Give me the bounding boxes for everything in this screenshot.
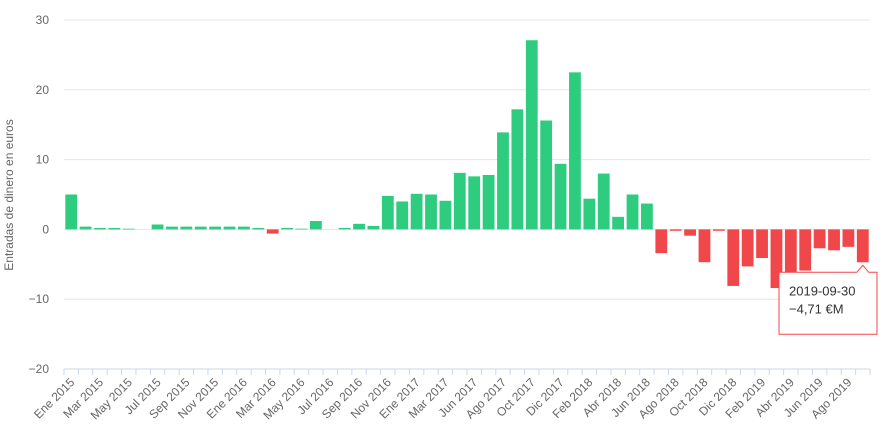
tooltip-box bbox=[778, 264, 878, 335]
bar[interactable] bbox=[813, 229, 826, 249]
bar[interactable] bbox=[108, 228, 121, 230]
bar[interactable] bbox=[784, 229, 797, 273]
bar[interactable] bbox=[569, 72, 581, 230]
bar[interactable] bbox=[511, 109, 524, 230]
bar[interactable] bbox=[482, 174, 495, 230]
bar[interactable] bbox=[727, 229, 740, 286]
bar[interactable] bbox=[439, 200, 452, 230]
bar[interactable] bbox=[497, 132, 509, 230]
bar[interactable] bbox=[669, 229, 682, 231]
bar[interactable] bbox=[396, 201, 409, 230]
y-axis: 30 20 10 0 −10 −20 bbox=[29, 13, 50, 376]
bar[interactable] bbox=[367, 225, 380, 230]
bar[interactable] bbox=[309, 221, 322, 230]
bar[interactable] bbox=[94, 228, 106, 230]
bar[interactable] bbox=[453, 172, 466, 230]
bar[interactable] bbox=[194, 226, 207, 230]
bar[interactable] bbox=[281, 228, 293, 230]
bar[interactable] bbox=[842, 229, 855, 247]
y-tick-label: 10 bbox=[36, 153, 50, 167]
bar[interactable] bbox=[122, 228, 135, 230]
bar[interactable] bbox=[712, 229, 725, 231]
bar[interactable] bbox=[79, 226, 92, 230]
y-tick-label: 30 bbox=[36, 13, 50, 27]
bars bbox=[65, 40, 869, 289]
bar[interactable] bbox=[612, 216, 625, 230]
bar[interactable] bbox=[583, 198, 596, 230]
tooltip-date: 2019-09-30 bbox=[789, 283, 856, 298]
bar[interactable] bbox=[381, 195, 394, 230]
bar[interactable] bbox=[540, 120, 553, 230]
bar[interactable] bbox=[468, 176, 481, 230]
bar[interactable] bbox=[525, 40, 538, 230]
bar[interactable] bbox=[597, 173, 610, 230]
tooltip: 2019-09-30 −4,71 €M bbox=[778, 264, 878, 335]
bar[interactable] bbox=[266, 229, 279, 234]
bar[interactable] bbox=[641, 203, 653, 230]
bar[interactable] bbox=[698, 229, 711, 263]
bar[interactable] bbox=[65, 194, 78, 230]
bar[interactable] bbox=[151, 224, 164, 230]
bar[interactable] bbox=[856, 229, 869, 263]
y-tick-label: 0 bbox=[42, 222, 49, 236]
bar[interactable] bbox=[626, 194, 639, 230]
bar[interactable] bbox=[252, 228, 265, 230]
y-tick-label: −20 bbox=[29, 362, 50, 376]
bar[interactable] bbox=[180, 226, 193, 230]
bar[interactable] bbox=[756, 229, 768, 259]
tooltip-value: −4,71 €M bbox=[789, 301, 844, 316]
bar[interactable] bbox=[410, 193, 423, 230]
bar[interactable] bbox=[238, 226, 250, 230]
bar[interactable] bbox=[554, 163, 567, 230]
bar[interactable] bbox=[353, 223, 365, 230]
grid bbox=[64, 19, 870, 370]
bar[interactable] bbox=[799, 229, 812, 271]
bar[interactable] bbox=[741, 229, 754, 267]
bar[interactable] bbox=[770, 229, 783, 289]
bar[interactable] bbox=[209, 226, 222, 230]
bar[interactable] bbox=[655, 229, 668, 254]
bar[interactable] bbox=[425, 194, 437, 230]
bar[interactable] bbox=[828, 229, 840, 251]
y-tick-label: 20 bbox=[36, 83, 50, 97]
y-tick-label: −10 bbox=[29, 292, 50, 306]
bar[interactable] bbox=[338, 228, 351, 230]
bar[interactable] bbox=[223, 226, 236, 230]
bar[interactable] bbox=[684, 229, 696, 236]
bar[interactable] bbox=[295, 228, 308, 230]
bar[interactable] bbox=[166, 226, 178, 230]
y-axis-title: Entradas de dinero en euros bbox=[2, 119, 16, 270]
